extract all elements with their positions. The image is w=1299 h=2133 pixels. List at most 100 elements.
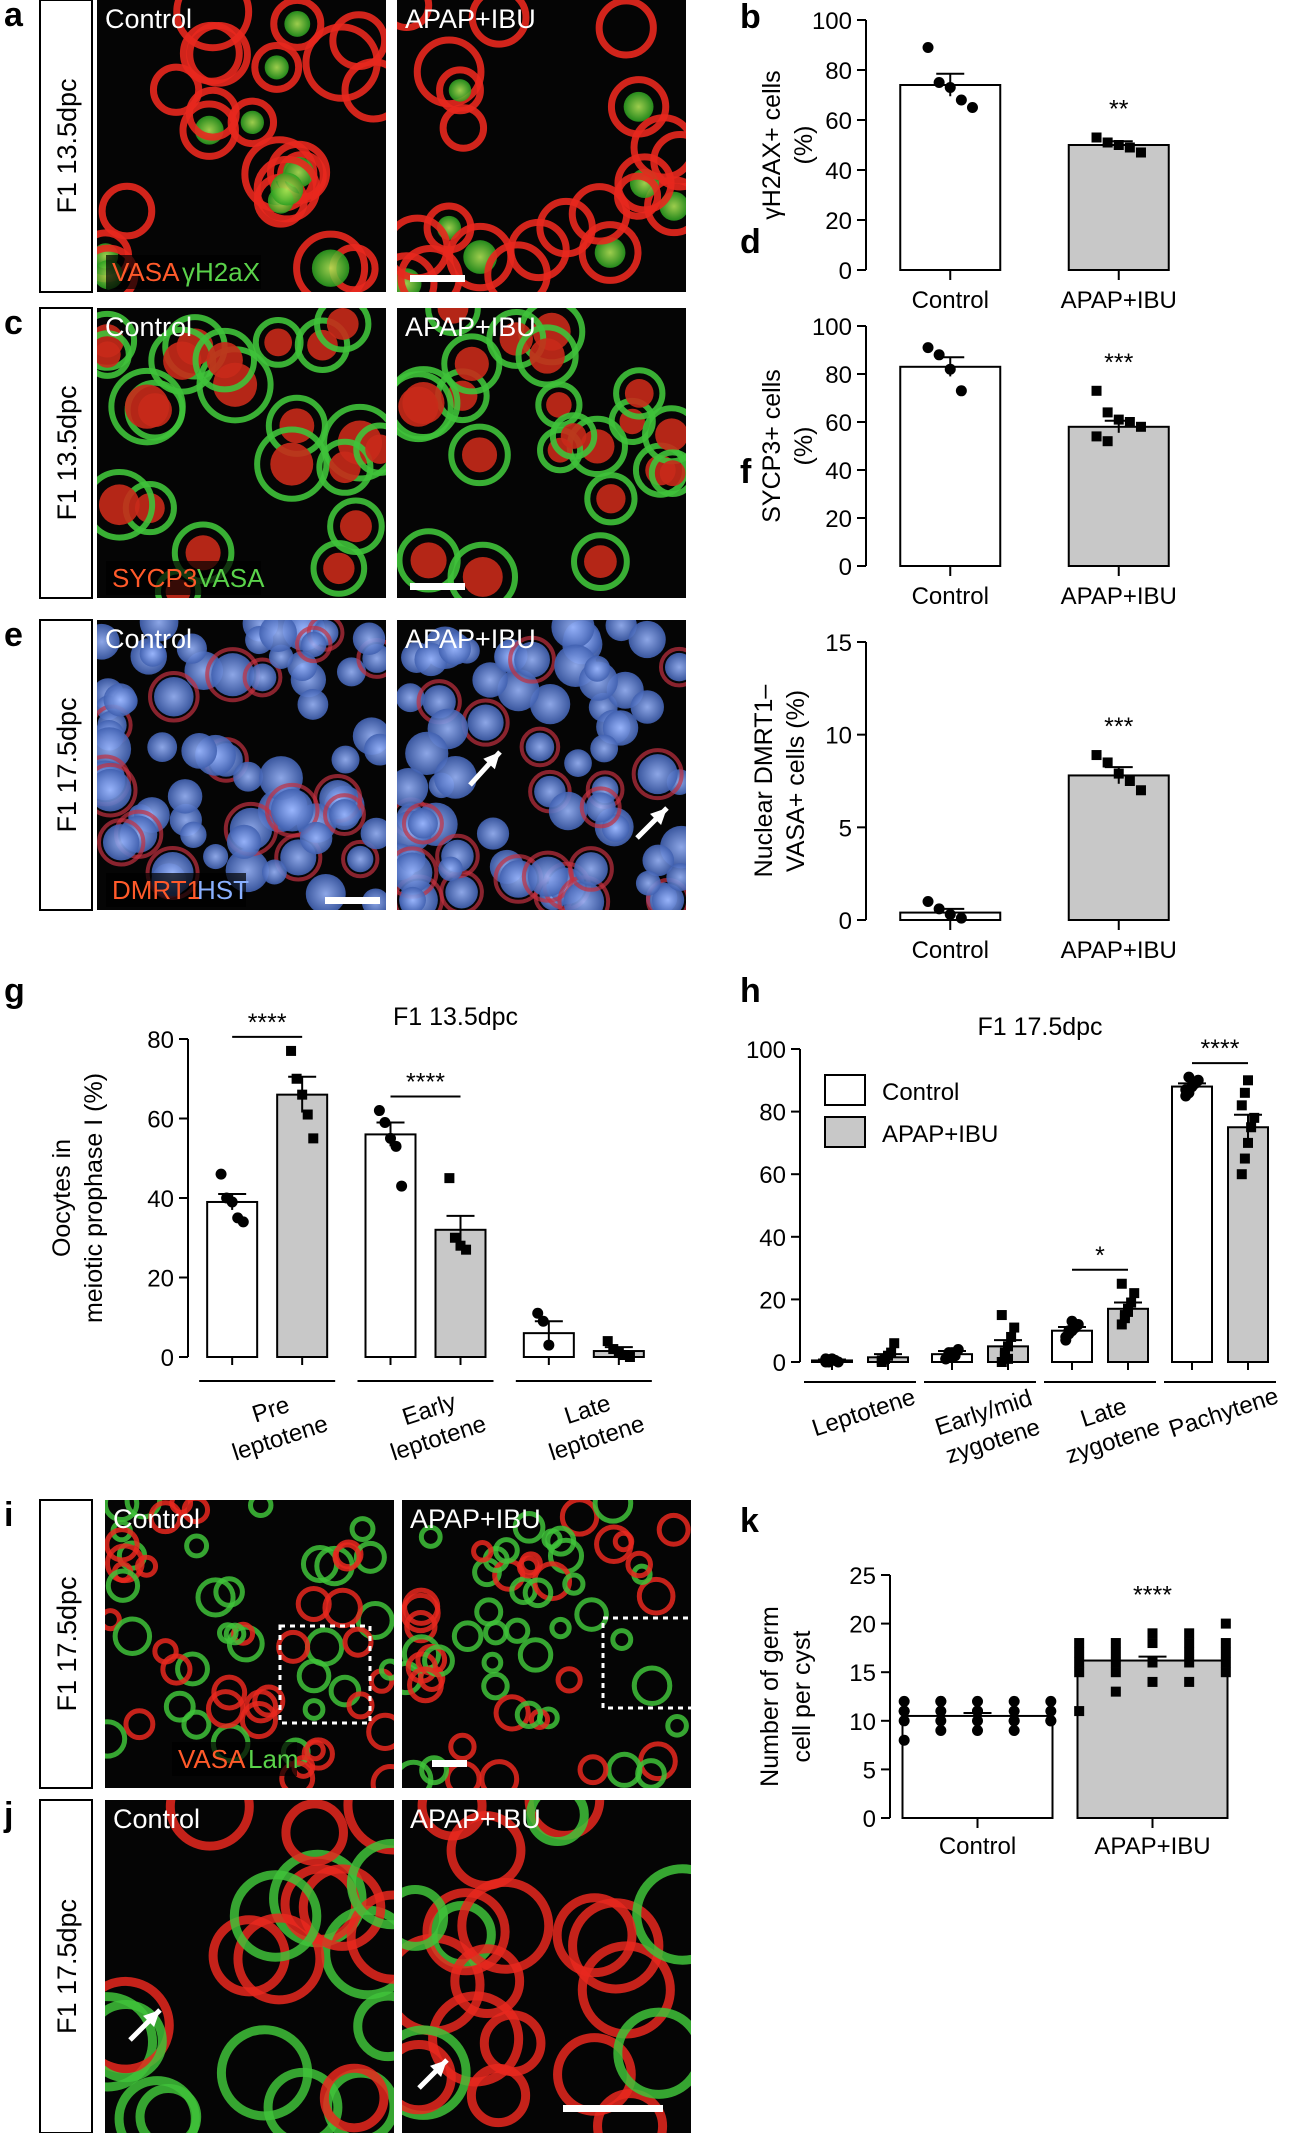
tissue-structure <box>105 1568 141 1603</box>
cell-nucleus <box>472 662 508 698</box>
bar <box>899 365 1002 567</box>
data-point <box>1124 142 1135 153</box>
panel-letter-g: g <box>4 972 25 1010</box>
stain-label-c: SYCP3 <box>112 563 197 593</box>
data-point <box>1116 1278 1127 1289</box>
panel-letter-b: b <box>740 0 761 36</box>
chart-b: 0 20 40 60 80 100 γH2AX+ cells (%) Control APAP+I… <box>758 8 1177 314</box>
tissue-structure <box>295 1585 332 1622</box>
cell-nucleus <box>410 542 447 579</box>
y-tick-label: 40 <box>825 458 852 485</box>
cell-nucleus <box>407 808 438 839</box>
y-tick-label: 0 <box>839 554 852 581</box>
micrograph-a-treated <box>397 0 686 292</box>
data-point <box>898 1695 910 1707</box>
tissue-structure <box>638 1741 678 1782</box>
tissue-structure <box>148 1500 183 1535</box>
data-point <box>898 1715 910 1727</box>
tissue-structure <box>123 1708 156 1741</box>
tissue-structure <box>353 1540 387 1574</box>
cell-membrane <box>397 0 433 32</box>
y-tick-label: 0 <box>839 908 852 935</box>
data-point <box>449 1232 460 1243</box>
micrograph-j-treated <box>402 1800 691 2133</box>
cell-membrane <box>401 802 444 845</box>
data-point <box>944 82 956 93</box>
data-point <box>955 94 967 106</box>
tissue-structure <box>229 1870 322 1962</box>
panel-letter-a: a <box>4 0 24 34</box>
cell-membrane <box>484 241 551 292</box>
data-point <box>935 1695 947 1707</box>
x-tick-label: APAP+IBU <box>1061 937 1177 964</box>
micrograph-label-treated: APAP+IBU <box>405 624 536 654</box>
y-tick-label: 0 <box>773 1350 786 1377</box>
tissue-structure <box>405 1651 438 1684</box>
tissue-structure <box>248 1500 274 1518</box>
micrograph-label-treated: APAP+IBU <box>405 4 536 34</box>
cell-membrane <box>302 23 381 102</box>
data-point <box>972 1715 983 1727</box>
tissue-structure <box>135 1554 159 1578</box>
data-point <box>1129 1288 1140 1299</box>
data-point <box>1074 1706 1085 1717</box>
cell-nucleus <box>103 683 137 717</box>
cell-membrane <box>327 497 385 556</box>
cell-nucleus <box>560 423 587 449</box>
tissue-structure <box>457 1877 554 1974</box>
scale-bar <box>410 275 465 282</box>
y-tick-label: 0 <box>863 1806 876 1833</box>
tissue-structure <box>402 1587 441 1626</box>
chart-h: 0 20 40 60 80 100 F1 17.5dpc Leptotene Early/mid… <box>746 1013 1282 1469</box>
cell-nucleus <box>203 843 229 870</box>
cell-nucleus <box>98 484 140 526</box>
bar <box>1067 144 1170 271</box>
cell-nucleus <box>206 342 243 379</box>
cell-nucleus <box>323 552 355 585</box>
cell-nucleus <box>635 870 661 896</box>
y-axis-label: SYCP3+ cells (%) <box>758 369 818 523</box>
bar <box>1067 774 1170 921</box>
tissue-structure <box>606 1751 643 1788</box>
tissue-structure <box>233 1913 325 2005</box>
cell-nucleus <box>167 779 203 814</box>
cell-nucleus <box>564 749 592 777</box>
significance-label: ** <box>1109 96 1129 124</box>
cell-nucleus <box>97 341 121 368</box>
cell-membrane <box>253 155 321 223</box>
cell-nucleus <box>551 620 595 649</box>
y-tick-label: 20 <box>147 1266 174 1293</box>
micrograph-a-treated-content <box>397 0 686 292</box>
cell-membrane <box>294 317 351 373</box>
data-point <box>886 1347 897 1358</box>
tissue-structure <box>594 1524 634 1565</box>
tissue-structure <box>402 2039 456 2115</box>
data-point <box>1045 1705 1057 1717</box>
panel-letter-d: d <box>740 223 761 261</box>
cell-membrane <box>614 172 662 220</box>
stage-label-j-text: F1 17.5dpc <box>52 1899 82 2034</box>
tissue-structure <box>574 1597 609 1632</box>
panel-letter-c: c <box>4 304 23 342</box>
y-tick-label: 5 <box>839 815 852 842</box>
cell-nucleus <box>659 460 686 487</box>
data-point <box>832 1356 844 1368</box>
cell-nucleus <box>124 384 170 429</box>
cell-nucleus <box>476 817 510 850</box>
cell-nucleus <box>261 859 287 885</box>
tissue-structure <box>549 1616 572 1640</box>
roi-box <box>278 1624 372 1725</box>
significance-label: **** <box>248 1009 287 1037</box>
cell-nucleus <box>259 620 297 652</box>
data-point <box>1135 147 1146 158</box>
cell-membrane <box>97 762 138 818</box>
data-point <box>1066 1315 1078 1327</box>
cell-membrane <box>295 625 333 664</box>
cell-nucleus <box>226 824 262 859</box>
data-point <box>1124 417 1135 427</box>
cell-membrane <box>353 422 386 476</box>
tissue-structure <box>526 1800 589 1847</box>
data-point <box>1091 385 1102 396</box>
data-point <box>1102 436 1113 447</box>
tissue-structure <box>479 1759 520 1788</box>
